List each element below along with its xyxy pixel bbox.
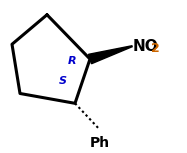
Text: 2: 2 bbox=[151, 42, 160, 55]
Text: Ph: Ph bbox=[90, 136, 110, 150]
Text: NO: NO bbox=[133, 39, 159, 54]
Text: R: R bbox=[68, 56, 76, 66]
Polygon shape bbox=[88, 46, 132, 64]
Text: S: S bbox=[59, 76, 67, 86]
